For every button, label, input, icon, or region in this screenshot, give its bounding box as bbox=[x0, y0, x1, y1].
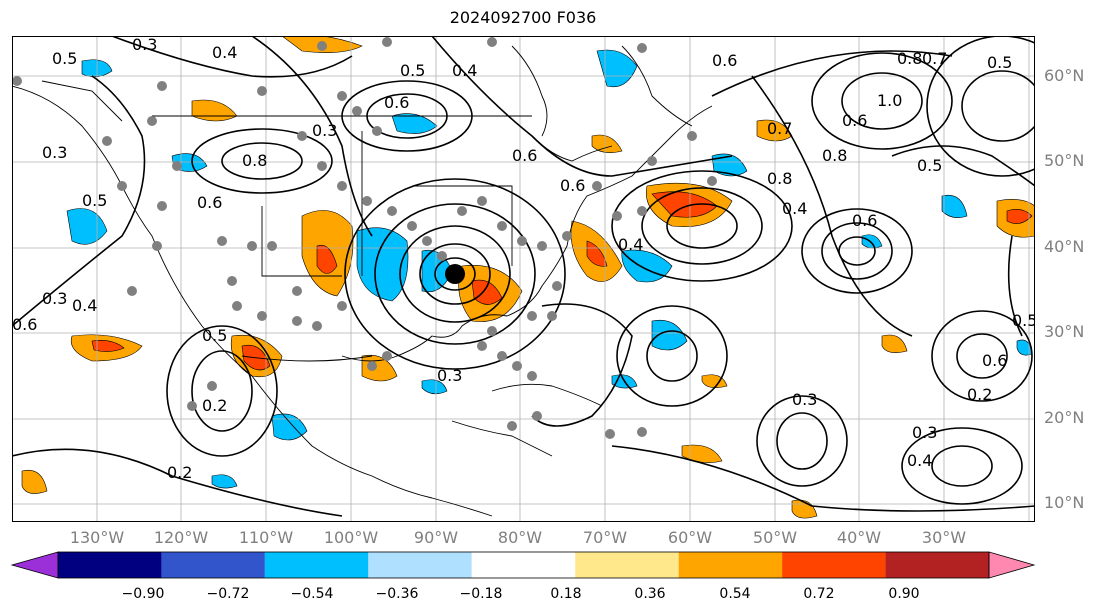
contours bbox=[12, 36, 1035, 517]
contour-label: 0.5 bbox=[202, 326, 227, 345]
contour-label: 0.3 bbox=[312, 121, 337, 140]
lon-label: 40°W bbox=[836, 528, 882, 547]
coastlines bbox=[12, 45, 713, 517]
colorbar-tick: 0.90 bbox=[888, 586, 920, 602]
contour-label: 0.4 bbox=[782, 199, 807, 218]
colorbar-tick: −0.90 bbox=[121, 586, 165, 602]
contour-label: 0.3 bbox=[437, 366, 462, 385]
contour-label: 0.5 bbox=[400, 61, 425, 80]
contour-label: 0.5 bbox=[52, 49, 77, 68]
colorbar-extend-low bbox=[10, 551, 59, 579]
lon-label: 90°W bbox=[413, 528, 459, 547]
contour-label: 0.7 bbox=[922, 49, 947, 68]
lat-label: 30°N bbox=[1044, 322, 1085, 341]
lon-label: 70°W bbox=[582, 528, 628, 547]
colorbar-tick: 0.54 bbox=[719, 586, 751, 602]
contour-label: 0.8 bbox=[897, 49, 922, 68]
lat-label: 10°N bbox=[1044, 493, 1085, 512]
lat-label: 50°N bbox=[1044, 151, 1085, 170]
contour-label: 0.6 bbox=[197, 193, 222, 212]
contour-label: 0.8 bbox=[242, 151, 267, 170]
colorbar-tick: 0.18 bbox=[550, 586, 582, 602]
colorbar-segment bbox=[471, 552, 576, 578]
graticule bbox=[12, 36, 1035, 522]
contour-label: 0.6 bbox=[384, 93, 409, 112]
contour-label: 0.6 bbox=[852, 211, 877, 230]
lon-label: 60°W bbox=[667, 528, 713, 547]
contour-label: 0.3 bbox=[42, 143, 67, 162]
colorbar-border bbox=[57, 551, 990, 579]
colorbar-segment bbox=[264, 552, 369, 578]
lon-label: 110°W bbox=[238, 528, 294, 547]
contour-label: 0.3 bbox=[42, 289, 67, 308]
contour-label: 1.0 bbox=[877, 91, 902, 110]
contour-label: 0.4 bbox=[72, 296, 97, 315]
contour-label: 0.5 bbox=[82, 191, 107, 210]
contour-label: 0.6 bbox=[842, 111, 867, 130]
lat-label: 20°N bbox=[1044, 408, 1085, 427]
strong-positive-anomaly-shading bbox=[91, 191, 1033, 371]
contour-labels: 0.3 0.4 0.5 0.6 0.4 0.5 0.6 0.3 0.6 0.7 … bbox=[12, 36, 1035, 482]
colorbar-segment bbox=[885, 552, 989, 578]
map-panel: 0.3 0.4 0.5 0.6 0.4 0.5 0.6 0.3 0.6 0.7 … bbox=[12, 36, 1035, 522]
contour-label: 0.3 bbox=[132, 36, 157, 54]
contour-label: 0.6 bbox=[512, 146, 537, 165]
contour-label: 0.2 bbox=[967, 385, 992, 404]
colorbar-tick: −0.72 bbox=[206, 586, 250, 602]
colorbar-extend-high bbox=[988, 551, 1036, 579]
contour-label: 0.5 bbox=[1012, 311, 1035, 330]
contour-label: 0.8 bbox=[767, 169, 792, 188]
colorbar-tick: 0.72 bbox=[803, 586, 835, 602]
contour-label: 0.6 bbox=[560, 176, 585, 195]
contour-label: 0.4 bbox=[452, 61, 477, 80]
contour-label: 0.6 bbox=[982, 351, 1007, 370]
lon-label: 30°W bbox=[921, 528, 967, 547]
contour-label: 0.2 bbox=[202, 396, 227, 415]
lat-label: 60°N bbox=[1044, 66, 1085, 85]
colorbar-segment bbox=[161, 552, 265, 578]
colorbar-tick: −0.54 bbox=[290, 586, 334, 602]
lon-label: 50°W bbox=[752, 528, 798, 547]
lon-label: 100°W bbox=[323, 528, 379, 547]
contour-label: 0.6 bbox=[712, 51, 737, 70]
colorbar bbox=[10, 551, 1036, 579]
contour-label: 0.4 bbox=[212, 43, 237, 62]
colorbar-segment bbox=[575, 552, 679, 578]
map-title: 2024092700 F036 bbox=[449, 8, 597, 27]
contour-label: 0.5 bbox=[987, 53, 1012, 72]
contour-label: 0.4 bbox=[618, 235, 643, 254]
lon-label: 120°W bbox=[153, 528, 209, 547]
track-dots bbox=[12, 37, 717, 439]
contour-label: 0.3 bbox=[792, 390, 817, 409]
colorbar-segment bbox=[678, 552, 783, 578]
contour-label: 0.3 bbox=[912, 423, 937, 442]
colorbar-tick: 0.36 bbox=[634, 586, 666, 602]
contour-label: 0.7 bbox=[767, 119, 792, 138]
storm-center-marker bbox=[445, 264, 465, 284]
lat-label: 40°N bbox=[1044, 237, 1085, 256]
contour-label: 0.2 bbox=[167, 463, 192, 482]
lon-label: 130°W bbox=[69, 528, 125, 547]
colorbar-tick: −0.36 bbox=[375, 586, 419, 602]
colorbar-tick: −0.18 bbox=[459, 586, 503, 602]
contour-label: 0.5 bbox=[917, 156, 942, 175]
contour-label: 0.4 bbox=[907, 451, 932, 470]
colorbar-segment bbox=[368, 552, 472, 578]
colorbar-segment bbox=[782, 552, 886, 578]
colorbar-segment bbox=[58, 552, 162, 578]
contour-label: 0.6 bbox=[12, 315, 37, 334]
contour-label: 0.8 bbox=[822, 146, 847, 165]
lon-label: 80°W bbox=[497, 528, 543, 547]
